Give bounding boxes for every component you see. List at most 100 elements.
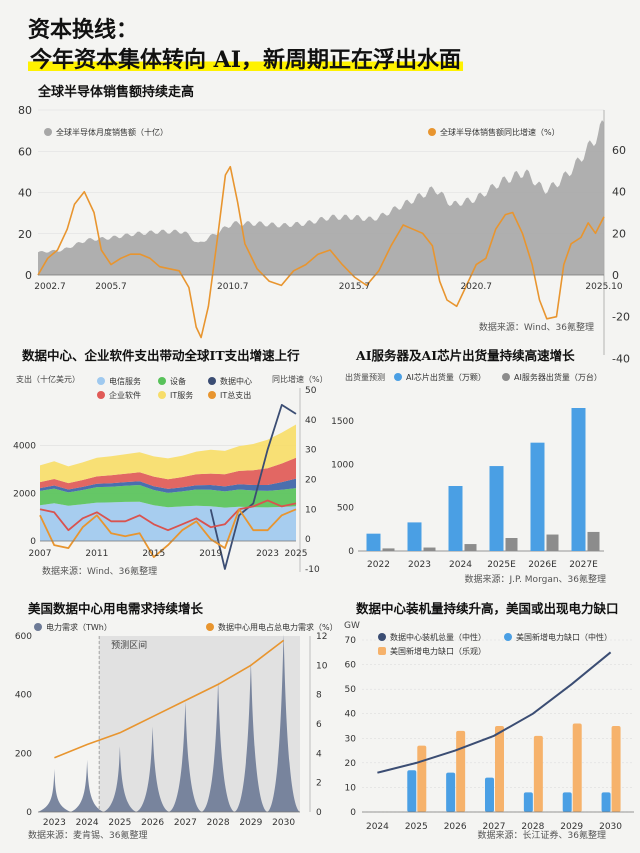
chart-5-x-tick: 2030 bbox=[599, 822, 622, 832]
chart-3-y-tick: 1500 bbox=[331, 417, 354, 427]
headline-line-2: 今年资本集体转向 AI，新周期正在浮出水面 bbox=[28, 42, 464, 74]
chart-3-bar-servers bbox=[505, 538, 518, 551]
chart-3-x-tick: 2027E bbox=[569, 560, 598, 570]
chart-2-legend-5-swatch bbox=[208, 391, 216, 399]
chart-4-demand-spike bbox=[267, 634, 300, 812]
chart-2-legend-2-swatch bbox=[208, 377, 216, 385]
chart-4-y-tick: 0 bbox=[26, 808, 32, 818]
chart-1-y-tick: 60 bbox=[18, 145, 32, 158]
chart-3-legend-chips-swatch bbox=[394, 373, 402, 381]
chart-2-y-tick: 4000 bbox=[13, 442, 36, 452]
chart-2-x-tick: 2025 bbox=[285, 549, 308, 559]
chart-5-x-tick: 2024 bbox=[366, 822, 389, 832]
chart-2-y-tick: 0 bbox=[30, 537, 36, 547]
chart-3-ai-servers: 0 500 1000 1500 2022 2023 2024 2025E 2026E 2027E bbox=[331, 408, 604, 570]
chart-5-bar-optimistic bbox=[456, 730, 466, 812]
chart-1-growth-line bbox=[37, 165, 605, 339]
chart-5-title: 数据中心装机量持续升高，美国或出现电力缺口 bbox=[356, 601, 619, 616]
chart-4-demand-spike bbox=[169, 701, 202, 812]
chart-1-y-tick: 20 bbox=[18, 228, 32, 241]
chart-1-legend-sales-label: 全球半导体月度销售额（十亿） bbox=[56, 127, 168, 137]
chart-4-legend-share-swatch bbox=[206, 623, 214, 631]
chart-4-legend-demand-label: 电力需求（TWh） bbox=[46, 622, 112, 632]
chart-4-demand-spike bbox=[234, 662, 268, 812]
chart-2-y2-tick: -10 bbox=[305, 565, 320, 575]
chart-4-demand-spike bbox=[38, 768, 71, 812]
chart-5-legend-optimistic-label: 美国新增电力缺口（乐观） bbox=[390, 646, 486, 656]
chart-1-x-tick: 2020.7 bbox=[460, 282, 492, 292]
chart-2-x-tick: 2007 bbox=[29, 549, 52, 559]
chart-5-y-tick: 50 bbox=[345, 685, 357, 695]
chart-2-source: 数据来源：Wind、36氪整理 bbox=[42, 565, 157, 577]
chart-1-x-tick: 2010.7 bbox=[217, 282, 249, 292]
chart-1-y2-tick: 0 bbox=[612, 269, 619, 282]
chart-5-x-tick: 2028 bbox=[521, 822, 544, 832]
chart-3-bar-chips bbox=[448, 486, 463, 551]
chart-4-source: 数据来源：麦肯锡、36氪整理 bbox=[28, 829, 147, 841]
chart-5-x-tick: 2029 bbox=[560, 822, 583, 832]
chart-1-x-tick: 2005.7 bbox=[95, 282, 127, 292]
chart-1-x-tick: 2025.10 bbox=[585, 282, 622, 292]
chart-4-x-tick: 2024 bbox=[76, 818, 99, 828]
chart-3-bar-chips bbox=[407, 522, 422, 551]
chart-3-bar-servers bbox=[546, 534, 559, 551]
chart-5-bar-optimistic bbox=[495, 726, 504, 812]
chart-5-legend-neutral-swatch bbox=[504, 633, 512, 641]
chart-3-bar-servers bbox=[423, 547, 436, 551]
chart-2-ylabel: 支出（十亿美元） bbox=[16, 374, 80, 384]
chart-4-y2-tick: 2 bbox=[316, 779, 322, 789]
chart-2-y-tick: 2000 bbox=[13, 489, 36, 499]
chart-5-bar-neutral bbox=[601, 792, 611, 812]
chart-2-it-spend: 0 2000 4000 -10 0 10 20 30 40 50 2007 2011 2015 2019 2… bbox=[13, 386, 320, 575]
chart-1-y-tick: 80 bbox=[18, 104, 32, 117]
chart-2-legend-4-label: IT服务 bbox=[170, 390, 193, 400]
chart-2-stack-2 bbox=[40, 478, 296, 493]
chart-4-x-tick: 2026 bbox=[141, 818, 164, 828]
chart-4-demand-spike bbox=[103, 746, 137, 812]
chart-1-y2-tick: 40 bbox=[612, 186, 626, 199]
chart-4-y-tick: 200 bbox=[15, 749, 32, 759]
chart-1-y2-tick: -20 bbox=[612, 311, 630, 324]
chart-4-demand-spike bbox=[201, 681, 235, 812]
chart-5-y-tick: 10 bbox=[345, 783, 357, 793]
chart-1-y-tick: 40 bbox=[18, 187, 32, 200]
chart-4-x-tick: 2030 bbox=[272, 818, 295, 828]
chart-2-x-tick: 2011 bbox=[85, 549, 108, 559]
chart-5-x-tick: 2025 bbox=[405, 822, 428, 832]
chart-3-bar-servers bbox=[382, 548, 395, 551]
chart-1-y2-tick: -40 bbox=[612, 352, 630, 365]
chart-2-stack-1 bbox=[40, 485, 296, 508]
chart-3-x-tick: 2022 bbox=[367, 560, 390, 570]
chart-2-x-tick: 2019 bbox=[199, 549, 222, 559]
chart-3-bar-servers bbox=[464, 544, 477, 551]
chart-4-x-tick: 2027 bbox=[174, 818, 197, 828]
chart-5-y-tick: 60 bbox=[345, 661, 357, 671]
headline-line-1: 资本换线： bbox=[28, 17, 139, 43]
chart-5-bar-optimistic bbox=[572, 723, 582, 812]
chart-1-title: 全球半导体销售额持续走高 bbox=[38, 85, 195, 100]
chart-2-y2-tick: 20 bbox=[305, 476, 317, 486]
chart-3-legend-servers-label: AI服务器出货量（万台） bbox=[514, 372, 602, 382]
chart-2-stack-3 bbox=[40, 457, 296, 490]
chart-3-bar-chips bbox=[530, 442, 545, 551]
chart-2-growth-line-0 bbox=[209, 403, 297, 570]
chart-5-ylabel: GW bbox=[344, 621, 360, 631]
chart-4-y2-tick: 0 bbox=[316, 808, 322, 818]
chart-5-legend-capacity-swatch bbox=[378, 633, 386, 641]
chart-3-y-tick: 0 bbox=[348, 547, 354, 557]
chart-5-capacity-line bbox=[377, 651, 612, 774]
chart-5-bar-neutral bbox=[485, 777, 494, 812]
chart-2-y2-tick: 50 bbox=[305, 386, 317, 396]
chart-2-stack-4 bbox=[40, 424, 296, 484]
chart-3-y-tick: 500 bbox=[337, 504, 354, 514]
chart-4-legend-demand-swatch bbox=[34, 623, 42, 631]
chart-5-y-tick: 70 bbox=[345, 636, 357, 646]
chart-5-bar-neutral bbox=[446, 772, 456, 812]
chart-3-legend-servers-swatch bbox=[502, 373, 510, 381]
chart-5-bar-optimistic bbox=[417, 745, 427, 812]
chart-5-bar-neutral bbox=[523, 792, 533, 812]
chart-5-y-tick: 20 bbox=[345, 759, 357, 769]
chart-5-source: 数据来源：长江证券、36氪整理 bbox=[478, 829, 606, 841]
chart-4-x-tick: 2028 bbox=[207, 818, 230, 828]
